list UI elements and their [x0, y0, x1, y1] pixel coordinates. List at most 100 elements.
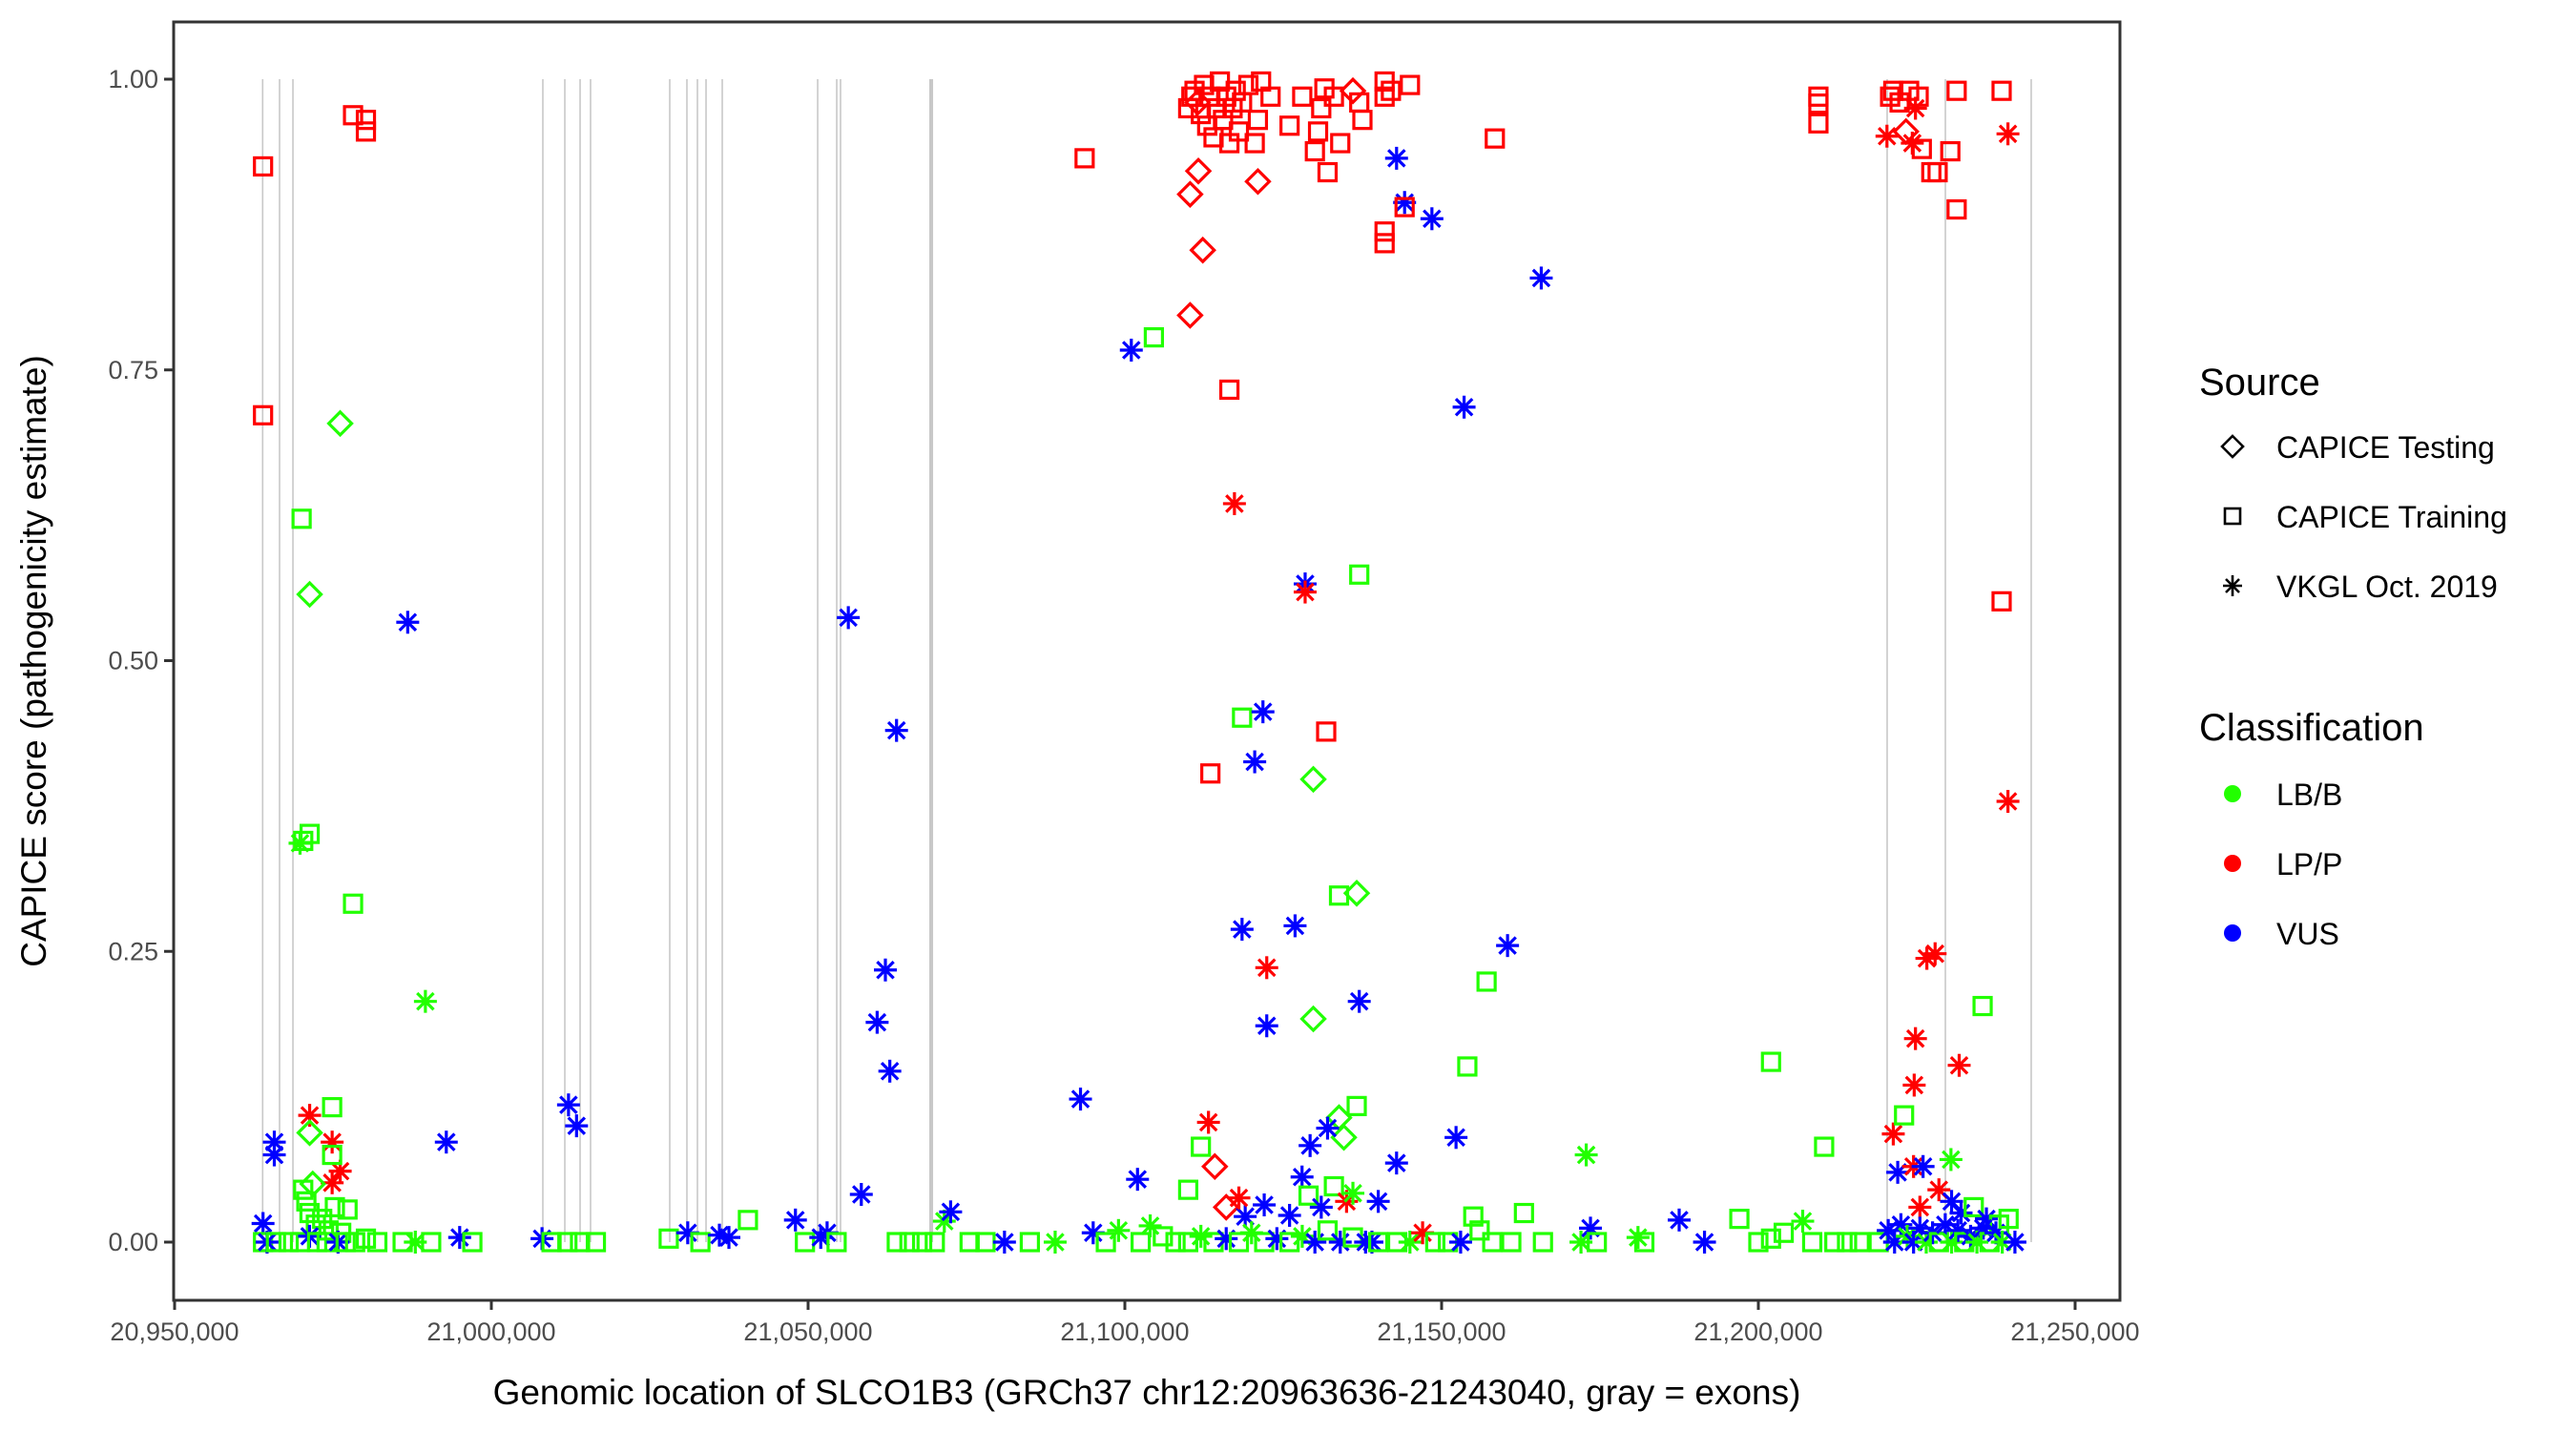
- x-tick-label: 21,000,000: [426, 1317, 555, 1346]
- point-diamond-lp-p: [1244, 168, 1272, 196]
- square-icon: [2223, 507, 2242, 526]
- point-asterisk-lb-b: [413, 989, 437, 1013]
- point-asterisk-lb-b: [1398, 1231, 1422, 1254]
- point-square-lb-b: [737, 1210, 758, 1231]
- point-asterisk-lp-p: [1881, 1122, 1905, 1146]
- point-square-lp-p: [1237, 74, 1259, 95]
- point-asterisk-lb-b: [1626, 1226, 1650, 1250]
- legend: Source CAPICE Testing CAPICE Training VK…: [2199, 362, 2507, 951]
- point-diamond-lp-p: [1184, 89, 1212, 116]
- point-square-lb-b: [1972, 995, 1993, 1017]
- point-square-lb-b: [1587, 1232, 1608, 1253]
- point-asterisk-vus: [434, 1130, 458, 1154]
- point-square-lb-b: [1760, 1228, 1781, 1249]
- point-square-lb-b: [1482, 1232, 1503, 1253]
- point-square-lp-p: [1394, 197, 1415, 218]
- point-square-lp-p: [1908, 86, 1929, 107]
- point-square-lp-p: [1247, 110, 1269, 131]
- y-tick-label: 0.00: [108, 1228, 158, 1256]
- legend-item-capice-training: CAPICE Training: [2223, 500, 2507, 534]
- point-diamond-lb-b: [326, 409, 354, 438]
- point-asterisk-vus: [447, 1226, 471, 1250]
- point-asterisk-lp-p: [1996, 789, 2020, 813]
- point-square-lp-p: [1808, 86, 1829, 107]
- data-points: [251, 71, 2026, 1254]
- point-asterisk-vus: [1949, 1201, 1973, 1225]
- point-square-lb-b: [1801, 1232, 1823, 1253]
- point-square-lb-b: [1367, 1232, 1389, 1253]
- point-square-lp-p: [1330, 133, 1351, 154]
- point-asterisk-lb-b: [1791, 1210, 1815, 1234]
- point-asterisk-vus: [865, 1010, 889, 1034]
- point-asterisk-vus: [1215, 1227, 1238, 1251]
- point-square-lb-b: [318, 1220, 339, 1241]
- point-asterisk-vus: [1444, 1126, 1468, 1150]
- point-square-lp-p: [1317, 161, 1339, 183]
- point-square-lb-b: [1760, 1051, 1781, 1072]
- point-square-lb-b: [322, 1096, 343, 1118]
- point-square-lp-p: [1323, 86, 1344, 107]
- point-square-lb-b: [1501, 1232, 1522, 1253]
- point-square-lp-p: [1991, 80, 2012, 101]
- point-asterisk-lb-b: [1569, 1231, 1593, 1254]
- point-asterisk-vus: [1283, 914, 1307, 938]
- point-square-lb-b: [421, 1232, 442, 1253]
- point-square-lb-b: [291, 508, 312, 529]
- point-asterisk-vus: [251, 1212, 275, 1235]
- point-asterisk-vus: [565, 1114, 589, 1138]
- point-square-lb-b: [1143, 327, 1165, 348]
- point-square-lp-p: [1304, 140, 1325, 162]
- point-asterisk-vus: [1230, 918, 1254, 942]
- point-square-lb-b: [366, 1232, 388, 1253]
- point-asterisk-vus: [849, 1183, 873, 1207]
- point-asterisk-vus: [1693, 1231, 1716, 1254]
- point-asterisk-vus: [1251, 700, 1275, 724]
- point-asterisk-lp-p: [1947, 1053, 1971, 1077]
- point-square-lp-p: [1316, 721, 1337, 742]
- point-square-lb-b: [1228, 1232, 1250, 1253]
- point-asterisk-vus: [1119, 339, 1143, 363]
- red-dot-icon: [2224, 855, 2241, 872]
- point-asterisk-lb-b: [1043, 1231, 1067, 1254]
- point-square-lb-b: [1349, 564, 1370, 585]
- y-tick-label: 1.00: [108, 65, 158, 93]
- point-square-lb-b: [1849, 1232, 1870, 1253]
- point-square-lb-b: [585, 1232, 607, 1253]
- point-square-lb-b: [312, 1209, 333, 1230]
- point-square-lb-b: [1424, 1232, 1445, 1253]
- point-asterisk-lb-b: [288, 831, 312, 855]
- point-asterisk-vus: [1886, 1160, 1910, 1184]
- point-square-lb-b: [924, 1232, 945, 1253]
- point-asterisk-vus: [1126, 1168, 1150, 1192]
- point-square-lb-b: [299, 1202, 321, 1224]
- point-asterisk-vus: [1496, 934, 1520, 958]
- point-square-lb-b: [355, 1228, 377, 1249]
- point-asterisk-vus: [837, 606, 861, 630]
- point-square-lb-b: [1019, 1232, 1041, 1253]
- point-square-lb-b: [1814, 1136, 1835, 1157]
- point-asterisk-vus: [1420, 207, 1444, 231]
- point-asterisk-vus: [878, 1059, 902, 1083]
- point-asterisk-vus: [1911, 1154, 1935, 1178]
- point-square-lb-b: [1323, 1175, 1344, 1197]
- point-asterisk-vus: [884, 718, 908, 742]
- point-diamond-lb-b: [1299, 1005, 1327, 1033]
- legend-item-capice-testing: CAPICE Testing: [2220, 430, 2495, 465]
- legend-source-title: Source: [2199, 362, 2320, 404]
- point-square-lb-b: [1837, 1232, 1858, 1253]
- point-asterisk-lp-p: [1996, 122, 2020, 146]
- point-square-lb-b: [658, 1228, 679, 1249]
- point-asterisk-vus: [2003, 1231, 2026, 1254]
- point-square-lb-b: [293, 830, 314, 852]
- point-diamond-lb-b: [299, 1170, 327, 1198]
- point-square-lb-b: [337, 1199, 358, 1220]
- point-square-lp-p: [1200, 763, 1221, 784]
- point-asterisk-vus: [1265, 1227, 1289, 1251]
- point-square-lb-b: [1191, 1136, 1212, 1157]
- point-asterisk-vus: [1255, 1014, 1278, 1038]
- point-square-lp-p: [1225, 80, 1246, 101]
- x-axis: 20,950,000 21,000,000 21,050,000 21,100,000…: [110, 1300, 2140, 1346]
- point-asterisk-vus: [396, 611, 420, 634]
